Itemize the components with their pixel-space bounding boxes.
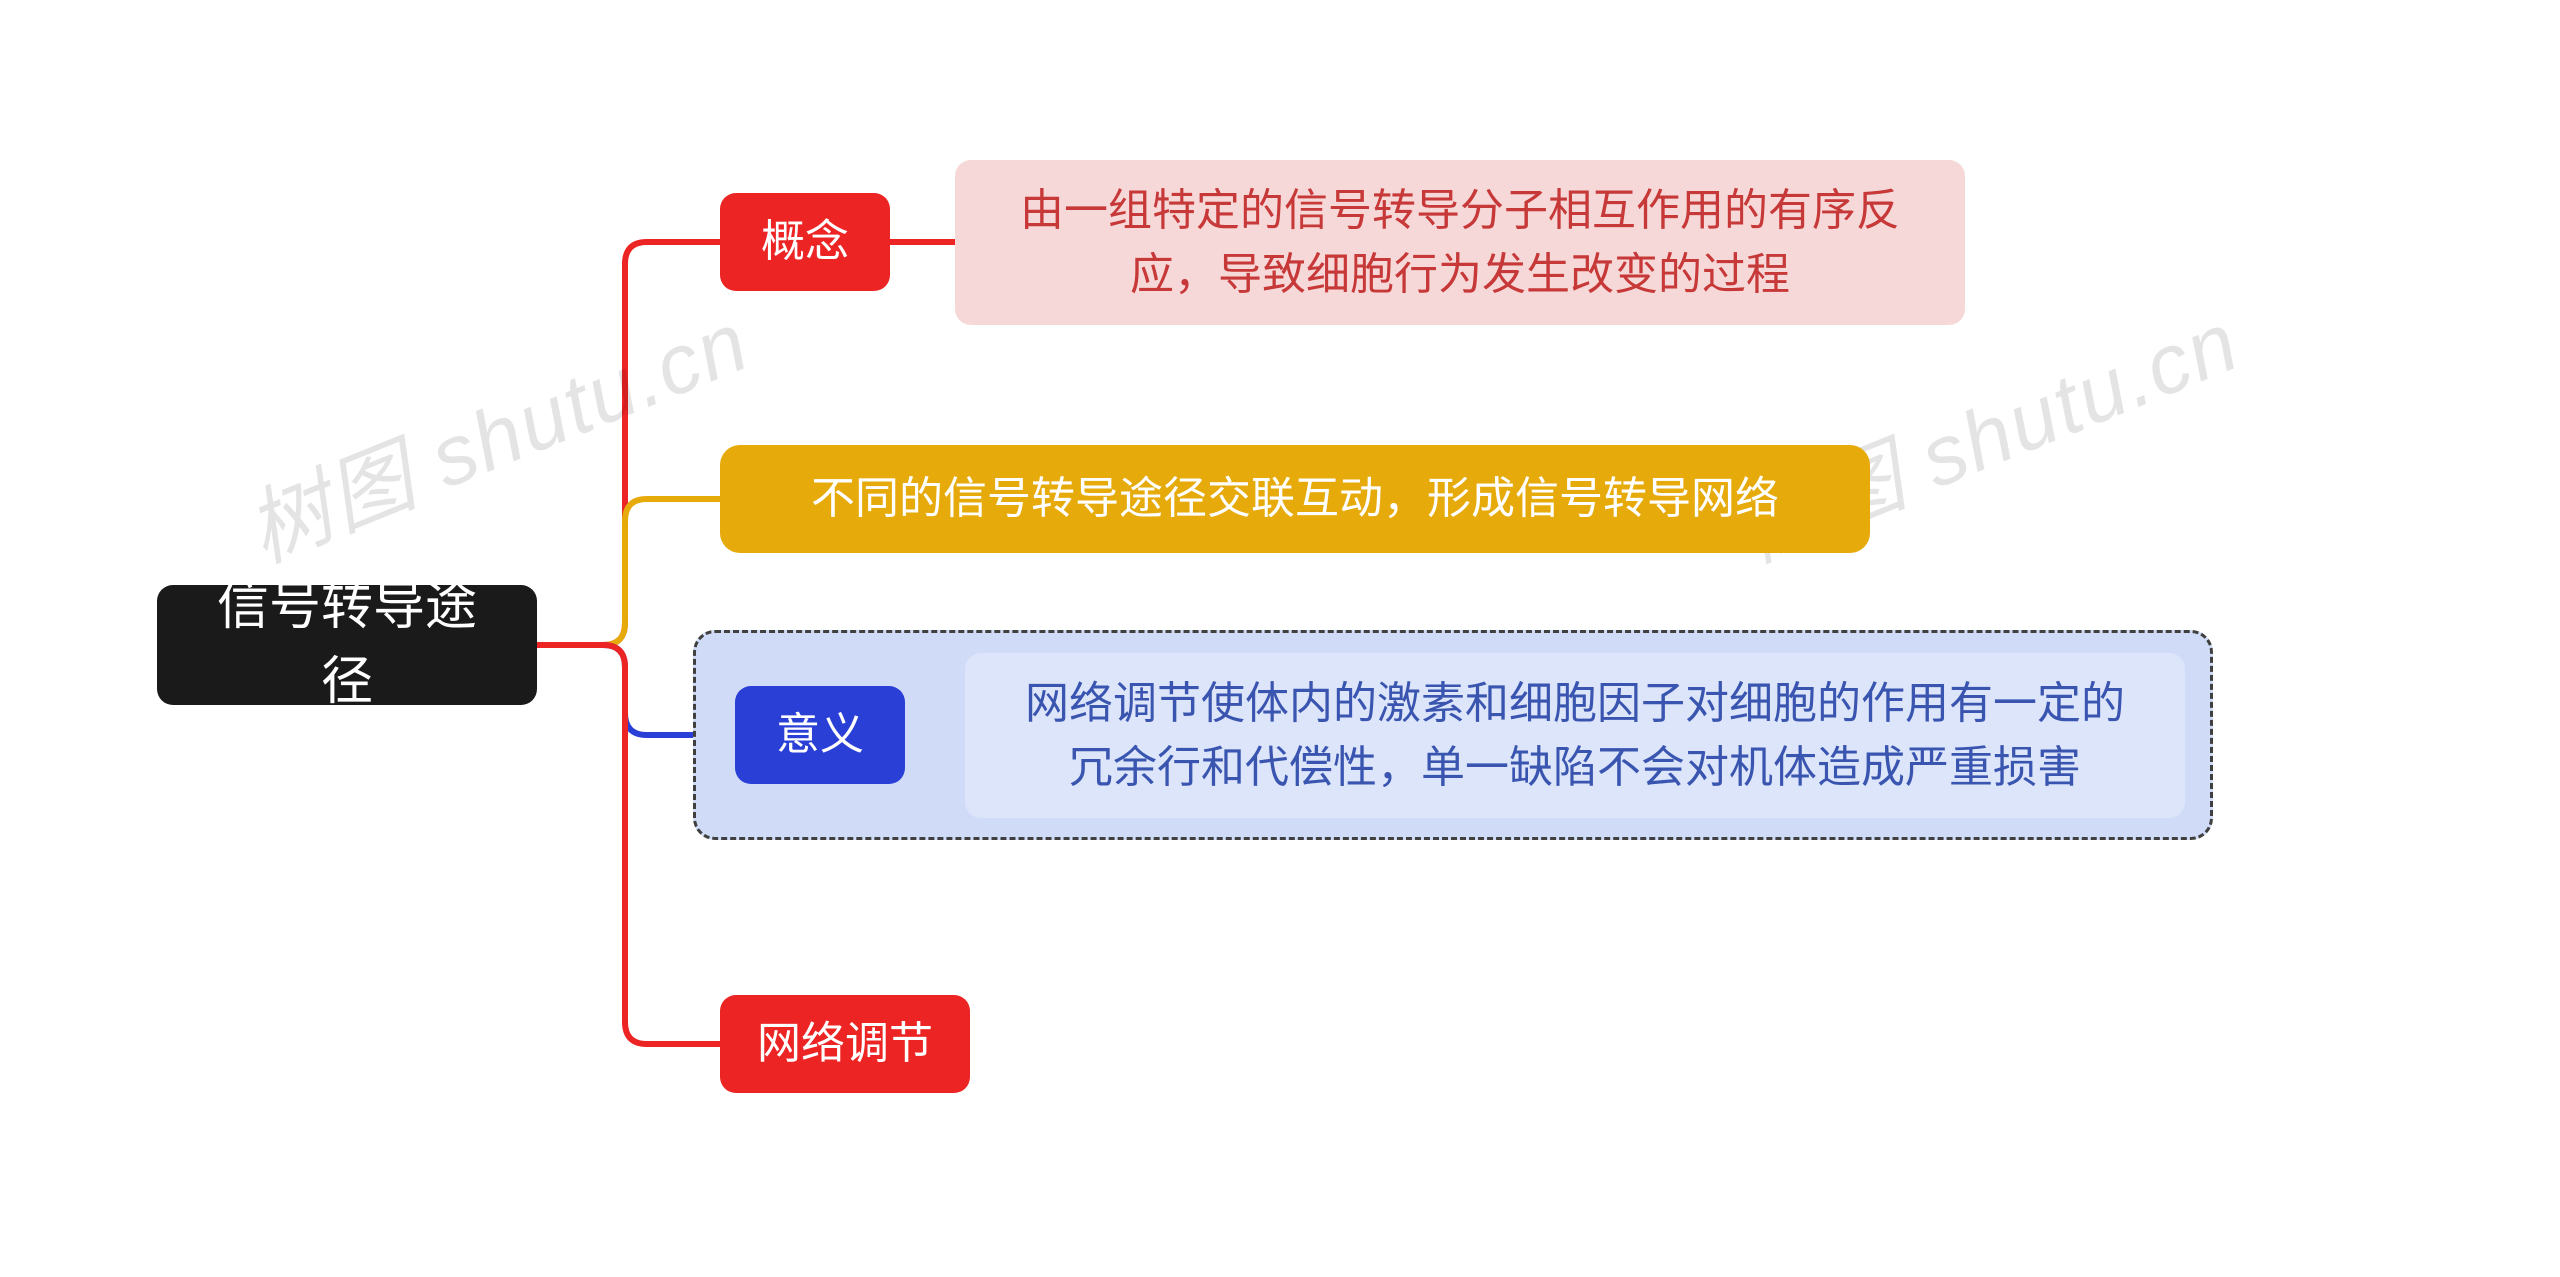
content-text: 不同的信号转导途径交联互动，形成信号转导网络 [811,467,1779,531]
content-text: 网络调节使体内的激素和细胞因子对细胞的作用有一定的冗余行和代偿性，单一缺陷不会对… [1005,672,2145,800]
content-node-network[interactable]: 不同的信号转导途径交联互动，形成信号转导网络 [720,445,1870,553]
root-node[interactable]: 信号转导途径 [157,585,537,705]
mindmap-canvas: 树图 shutu.cn 树图 shutu.cn 信号转导途径 概念 由一组特定的… [0,0,2560,1277]
root-label: 信号转导途径 [201,570,493,721]
content-node-concept[interactable]: 由一组特定的信号转导分子相互作用的有序反应，导致细胞行为发生改变的过程 [955,160,1965,325]
content-node-meaning[interactable]: 网络调节使体内的激素和细胞因子对细胞的作用有一定的冗余行和代偿性，单一缺陷不会对… [965,653,2185,818]
content-text: 由一组特定的信号转导分子相互作用的有序反应，导致细胞行为发生改变的过程 [995,179,1925,307]
branch-label: 意义 [776,703,864,767]
branch-node-network-regulation[interactable]: 网络调节 [720,995,970,1093]
watermark: 树图 shutu.cn [227,275,765,586]
branch-label: 网络调节 [757,1012,933,1076]
branch-label: 概念 [761,210,849,274]
branch-node-concept[interactable]: 概念 [720,193,890,291]
branch-node-meaning[interactable]: 意义 [735,686,905,784]
